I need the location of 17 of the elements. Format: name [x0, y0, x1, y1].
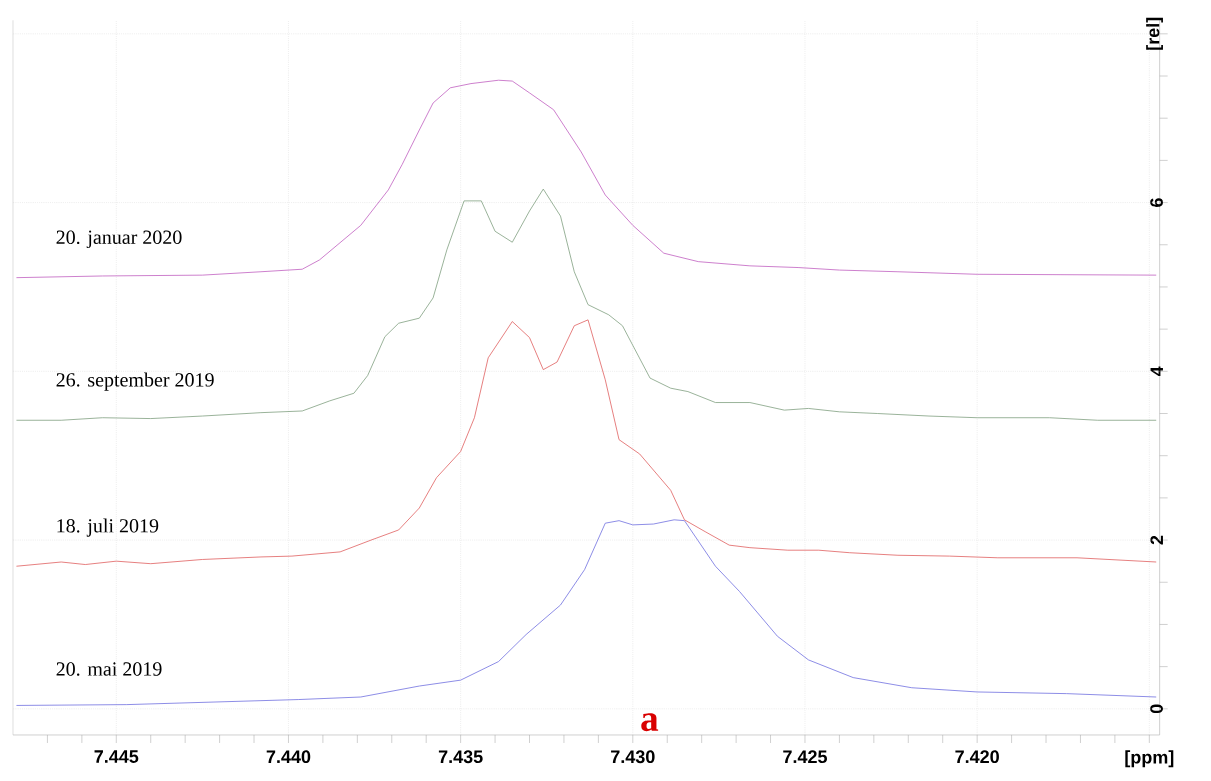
y-tick-label: [rel]	[1146, 17, 1163, 50]
x-tick-label: 7.440	[266, 750, 311, 764]
x-tick-label: 7.435	[438, 750, 483, 764]
series-label: 18. juli 2019	[57, 518, 159, 537]
y-tick-label: 2	[1150, 535, 1163, 545]
y-tick-label: 4	[1150, 366, 1163, 377]
series-label: 20. mai 2019	[56, 662, 162, 676]
series-label: 20. januar 2020	[56, 230, 182, 249]
x-tick-label: 7.420	[955, 750, 999, 764]
series-label: 26. september 2019	[56, 372, 214, 391]
y-tick-label: 0	[1150, 704, 1163, 714]
x-tick-label: 7.445	[94, 750, 139, 763]
annotation: a	[641, 713, 659, 732]
y-tick-label: 6	[1150, 198, 1163, 207]
x-tick-label: 7.430	[611, 750, 655, 764]
x-tick-label: [ppm]	[1125, 750, 1174, 768]
x-tick-label: 7.425	[783, 750, 827, 764]
